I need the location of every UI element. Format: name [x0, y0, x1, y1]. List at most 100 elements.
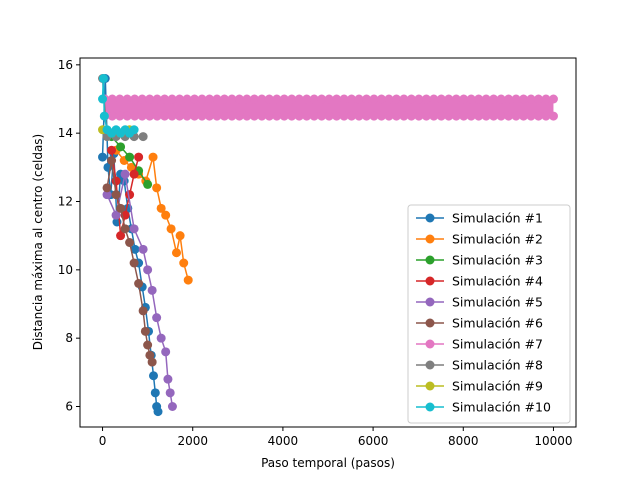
- y-tick-label: 16: [58, 58, 73, 72]
- x-tick-label: 10000: [534, 434, 572, 448]
- data-point: [451, 94, 461, 104]
- x-tick-label: 2000: [177, 434, 208, 448]
- data-point: [249, 94, 259, 104]
- data-point: [145, 111, 155, 121]
- data-point: [107, 111, 117, 121]
- data-point: [219, 94, 229, 104]
- data-point: [129, 125, 139, 135]
- data-point: [526, 111, 536, 121]
- data-point: [519, 111, 529, 121]
- legend-swatch-marker: [425, 234, 435, 244]
- data-point: [125, 152, 135, 162]
- data-point: [150, 388, 160, 398]
- data-point: [279, 111, 289, 121]
- data-point: [171, 248, 181, 258]
- legend-label: Simulación #6: [452, 316, 543, 331]
- data-point: [140, 326, 150, 336]
- data-point: [153, 407, 163, 417]
- data-point: [504, 94, 514, 104]
- data-point: [143, 265, 153, 275]
- data-point: [190, 111, 200, 121]
- data-point: [179, 258, 189, 268]
- data-point: [332, 111, 342, 121]
- legend-label: Simulación #3: [452, 253, 543, 268]
- data-point: [111, 190, 121, 200]
- data-point: [511, 111, 521, 121]
- data-point: [130, 111, 140, 121]
- legend-swatch-marker: [425, 360, 435, 370]
- data-point: [541, 111, 551, 121]
- data-point: [212, 94, 222, 104]
- data-point: [421, 111, 431, 121]
- data-point: [302, 94, 312, 104]
- data-point: [161, 347, 171, 357]
- data-point: [125, 238, 135, 247]
- legend-box: [407, 204, 571, 424]
- data-point: [152, 313, 162, 323]
- data-point: [152, 111, 162, 121]
- data-point: [147, 285, 157, 295]
- data-point: [242, 94, 252, 104]
- data-point: [212, 111, 222, 121]
- legend-label: Simulación #1: [452, 211, 543, 226]
- data-point: [107, 145, 117, 155]
- x-tick-label: 6000: [358, 434, 389, 448]
- data-point: [399, 111, 409, 121]
- data-point: [111, 176, 121, 186]
- data-point: [175, 94, 185, 104]
- data-point: [107, 94, 117, 104]
- data-point: [309, 94, 319, 104]
- data-point: [120, 224, 130, 234]
- legend-swatch-marker: [425, 213, 435, 223]
- data-point: [474, 94, 484, 104]
- legend-item: Simulación #2: [416, 232, 543, 247]
- data-point: [138, 132, 148, 142]
- data-point: [429, 111, 439, 121]
- data-point: [219, 111, 229, 121]
- data-point: [107, 156, 117, 165]
- data-point: [115, 111, 125, 121]
- legend-label: Simulación #10: [452, 400, 551, 415]
- y-tick-label: 8: [65, 331, 73, 345]
- data-point: [175, 231, 185, 241]
- data-point: [309, 111, 319, 121]
- data-point: [444, 111, 454, 121]
- series-6: [102, 156, 157, 367]
- data-point: [264, 111, 274, 121]
- data-point: [391, 111, 401, 121]
- series-5: [102, 169, 177, 411]
- data-point: [122, 111, 132, 121]
- data-point: [167, 111, 177, 121]
- data-point: [548, 94, 558, 104]
- legend-item: Simulación #7: [416, 337, 543, 352]
- data-point: [533, 111, 543, 121]
- data-point: [324, 94, 334, 104]
- data-point: [474, 111, 484, 121]
- y-tick-label: 12: [58, 195, 73, 209]
- legend-label: Simulación #7: [452, 337, 543, 352]
- data-point: [98, 74, 108, 83]
- data-point: [369, 94, 379, 104]
- data-point: [406, 94, 416, 104]
- data-point: [384, 111, 394, 121]
- y-tick-label: 10: [58, 263, 73, 277]
- data-point: [167, 402, 177, 411]
- legend-item: Simulación #1: [416, 211, 543, 226]
- data-point: [264, 94, 274, 104]
- legend-label: Simulación #2: [452, 232, 543, 247]
- x-tick-label: 8000: [448, 434, 479, 448]
- data-point: [182, 94, 192, 104]
- data-point: [134, 152, 144, 162]
- data-point: [130, 244, 140, 254]
- data-point: [526, 94, 536, 104]
- data-point: [339, 111, 349, 121]
- data-point: [272, 111, 282, 121]
- data-point: [147, 357, 157, 367]
- data-point: [249, 111, 259, 121]
- data-point: [376, 111, 386, 121]
- data-point: [163, 374, 173, 384]
- data-point: [227, 94, 237, 104]
- data-point: [466, 111, 476, 121]
- data-point: [287, 94, 297, 104]
